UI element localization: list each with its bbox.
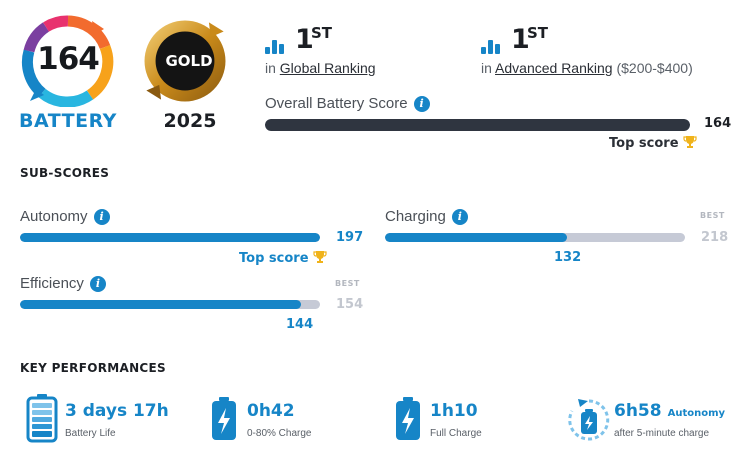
battery-timer-icon [568,399,610,441]
charging-value: 132 [554,250,582,265]
advanced-rank-suffix: ST [527,24,549,42]
overall-top-score: Top score [609,135,697,151]
overall-score-heading: Overall Battery Score i [265,95,430,113]
gold-award-badge: GOLD [139,15,231,107]
charging-best-label: BEST [700,211,725,220]
global-ranking: 1 ST in Global Ranking [265,24,465,80]
overall-score-track [265,119,690,131]
rank-prefix: in [265,60,276,76]
battery-score-badge: 164 [20,15,116,107]
charge-80-value: 0h42 [247,401,295,421]
autonomy-fill [20,233,320,242]
autonomy-after-charge-time: 6h58 [614,401,662,421]
autonomy-label: Autonomy [20,208,88,225]
charging-fill [385,233,567,242]
full-charge-caption: Full Charge [430,428,482,439]
overall-score-label: Overall Battery Score [265,95,408,112]
efficiency-label: Efficiency [20,275,84,292]
autonomy-after-charge-caption: after 5-minute charge [614,428,710,439]
charging-track [385,233,685,242]
advanced-ranking-link[interactable]: Advanced Ranking [495,60,613,76]
autonomy-after-charge-value: 6h58 Autonomy [614,401,725,421]
battery-charging-icon [212,397,236,440]
trophy-icon [312,251,327,263]
info-icon[interactable]: i [413,96,430,113]
info-icon[interactable]: i [93,209,110,226]
efficiency-track [20,300,320,309]
global-rank-caption: in Global Ranking [265,60,376,76]
advanced-rank-number: 1 [511,24,530,55]
overall-score-fill [265,119,690,131]
battery-charging-icon [396,397,420,440]
global-ranking-link[interactable]: Global Ranking [279,60,376,76]
charging-best-value: 218 [701,230,729,245]
battery-life-caption: Battery Life [65,428,116,439]
battery-full-icon [26,394,58,443]
autonomy-track [20,233,320,242]
efficiency-value: 144 [286,317,314,332]
efficiency-best-label: BEST [335,279,360,288]
charge-80-caption: 0-80% Charge [247,428,312,439]
efficiency-fill [20,300,301,309]
badge-ring-icon [21,15,114,107]
price-range: ($200-$400) [616,60,693,76]
autonomy-top-score: Top score [239,250,327,266]
award-label: GOLD [165,52,213,70]
battery-score-label: BATTERY [19,110,117,132]
ranking-bars-icon [481,38,501,54]
subscores-title: SUB-SCORES [20,166,110,180]
autonomy-value: 197 [336,230,364,245]
ranking-bars-icon [265,38,285,54]
rank-prefix: in [481,60,492,76]
charging-label: Charging [385,208,446,225]
full-charge-value: 1h10 [430,401,478,421]
autonomy-after-charge-tag: Autonomy [667,408,726,419]
info-icon[interactable]: i [89,276,106,293]
overall-score-value: 164 [704,116,732,131]
charging-heading: Charging i [385,208,468,226]
award-year: 2025 [163,110,217,132]
global-rank-number: 1 [295,24,314,55]
efficiency-best-value: 154 [336,297,364,312]
advanced-ranking: 1 ST in Advanced Ranking ($200-$400) [481,24,741,80]
advanced-rank-caption: in Advanced Ranking ($200-$400) [481,60,693,76]
top-score-label: Top score [609,136,679,151]
top-score-label: Top score [239,251,309,266]
autonomy-heading: Autonomy i [20,208,110,226]
battery-life-value: 3 days 17h [65,401,169,421]
trophy-icon [682,136,697,148]
info-icon[interactable]: i [451,209,468,226]
key-performances-title: KEY PERFORMANCES [20,361,166,375]
battery-score-value: 164 [37,41,100,77]
gold-medal-icon [144,20,226,102]
efficiency-heading: Efficiency i [20,275,106,293]
global-rank-suffix: ST [311,24,333,42]
